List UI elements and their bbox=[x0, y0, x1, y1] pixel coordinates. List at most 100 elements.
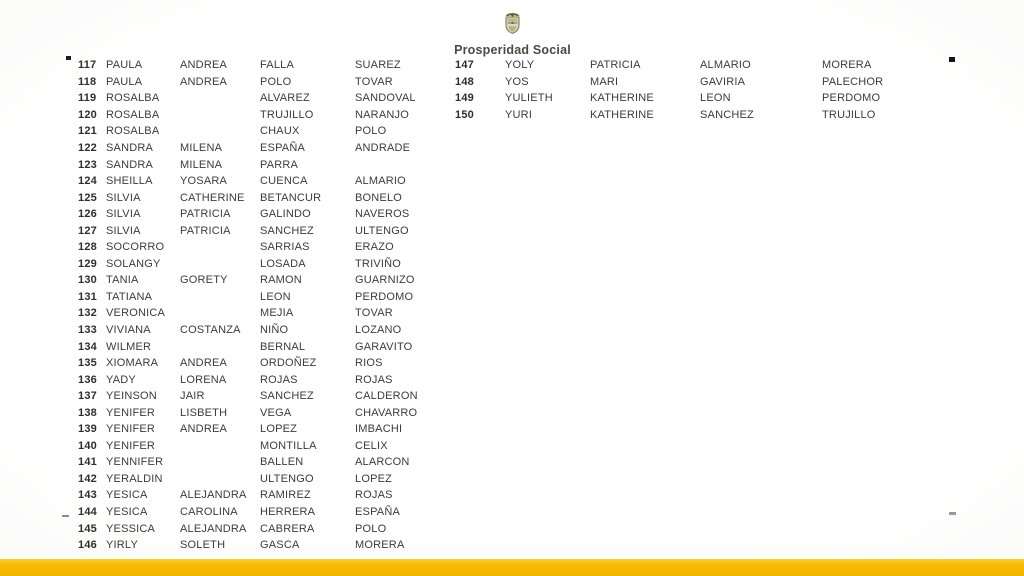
table-row: 144 YESICA CAROLINA HERRERA ESPAÑA bbox=[78, 504, 468, 521]
middle-name: MARI bbox=[590, 75, 619, 88]
logo-title: Prosperidad Social bbox=[454, 43, 571, 57]
first-name: YESSICA bbox=[106, 522, 156, 535]
table-row: 117 PAULA ANDREA FALLA SUAREZ bbox=[78, 57, 468, 74]
row-number: 135 bbox=[78, 357, 97, 370]
row-number: 125 bbox=[78, 191, 97, 204]
surname-2: NAVEROS bbox=[355, 208, 410, 221]
row-number: 145 bbox=[78, 522, 97, 535]
surname-2: SUAREZ bbox=[355, 59, 401, 72]
first-name: VIVIANA bbox=[106, 324, 151, 337]
middle-name: CATHERINE bbox=[180, 191, 245, 204]
surname-1: TRUJILLO bbox=[260, 108, 314, 121]
surname-2: CALDERON bbox=[355, 390, 418, 403]
row-number: 147 bbox=[455, 59, 474, 72]
middle-name: MILENA bbox=[180, 142, 223, 154]
middle-name: LISBETH bbox=[180, 406, 228, 419]
middle-name: LORENA bbox=[180, 373, 227, 386]
surname-1: BALLEN bbox=[260, 456, 304, 469]
first-name: TATIANA bbox=[106, 290, 153, 303]
surname-1: CHAUX bbox=[260, 125, 300, 138]
surname-1: ORDOÑEZ bbox=[260, 357, 317, 370]
surname-2: POLO bbox=[355, 125, 387, 138]
first-name: SILVIA bbox=[106, 208, 141, 221]
first-name: YESICA bbox=[106, 489, 148, 502]
first-name: SILVIA bbox=[106, 191, 141, 204]
surname-1: ALVAREZ bbox=[260, 92, 310, 105]
surname-2: LOPEZ bbox=[355, 472, 393, 485]
middle-name: ALEJANDRA bbox=[180, 489, 247, 502]
surname-1: CABRERA bbox=[260, 522, 315, 535]
surname-2: ANDRADE bbox=[355, 142, 411, 154]
surname-1: LOSADA bbox=[260, 257, 306, 270]
table-row: 150 YURI KATHERINE SANCHEZ TRUJILLO bbox=[455, 107, 925, 124]
surname-1: RAMON bbox=[260, 274, 302, 287]
surname-1: SANCHEZ bbox=[260, 224, 314, 237]
table-row: 131 TATIANA LEON PERDOMO bbox=[78, 289, 468, 306]
table-row: 135 XIOMARA ANDREA ORDOÑEZ RIOS bbox=[78, 355, 468, 372]
row-number: 126 bbox=[78, 208, 97, 221]
first-name: SANDRA bbox=[106, 142, 154, 154]
surname-2: CELIX bbox=[355, 439, 388, 452]
prosperidad-social-logo: Prosperidad Social bbox=[440, 12, 585, 57]
surname-1: GALINDO bbox=[260, 208, 311, 221]
table-row: 140 YENIFER MONTILLA CELIX bbox=[78, 438, 468, 455]
surname-1: RAMIREZ bbox=[260, 489, 311, 502]
surname-2: TRUJILLO bbox=[822, 108, 876, 121]
surname-2: MORERA bbox=[355, 539, 405, 552]
surname-1: VEGA bbox=[260, 406, 292, 419]
table-row: 143 YESICA ALEJANDRA RAMIREZ ROJAS bbox=[78, 487, 468, 504]
table-row: 120 ROSALBA TRUJILLO NARANJO bbox=[78, 107, 468, 124]
table-row: 132 VERONICA MEJIA TOVAR bbox=[78, 305, 468, 322]
table-row: 123 SANDRA MILENA PARRA bbox=[78, 156, 468, 173]
surname-2: ALARCON bbox=[355, 456, 410, 469]
row-number: 141 bbox=[78, 456, 97, 469]
surname-1: ESPAÑA bbox=[260, 142, 306, 154]
surname-2: LOZANO bbox=[355, 324, 402, 337]
middle-name: JAIR bbox=[180, 390, 205, 403]
row-number: 143 bbox=[78, 489, 97, 502]
surname-1: NIÑO bbox=[260, 324, 289, 337]
first-name: VERONICA bbox=[106, 307, 166, 320]
row-number: 146 bbox=[78, 539, 97, 552]
middle-name: ANDREA bbox=[180, 59, 228, 72]
row-number: 142 bbox=[78, 472, 97, 485]
row-number: 133 bbox=[78, 324, 97, 337]
middle-name: CAROLINA bbox=[180, 506, 238, 519]
middle-name: PATRICIA bbox=[590, 59, 641, 72]
first-name: PAULA bbox=[106, 59, 143, 72]
table-row: 138 YENIFER LISBETH VEGA CHAVARRO bbox=[78, 404, 468, 421]
surname-1: CUENCA bbox=[260, 175, 308, 188]
first-name: YIRLY bbox=[106, 539, 138, 552]
first-name: YURI bbox=[505, 108, 533, 121]
row-number: 150 bbox=[455, 108, 474, 121]
surname-2: IMBACHI bbox=[355, 423, 403, 436]
first-name: PAULA bbox=[106, 75, 143, 88]
surname-2: GARAVITO bbox=[355, 340, 413, 353]
surname-2: PERDOMO bbox=[355, 290, 414, 303]
surname-1: LEON bbox=[700, 92, 731, 105]
surname-2: ROJAS bbox=[355, 373, 393, 386]
row-number: 134 bbox=[78, 340, 97, 353]
surname-2: RIOS bbox=[355, 357, 383, 370]
surname-2: ESPAÑA bbox=[355, 506, 401, 519]
table-row: 139 YENIFER ANDREA LOPEZ IMBACHI bbox=[78, 421, 468, 438]
beneficiary-list-left: 117 PAULA ANDREA FALLA SUAREZ 118 PAULA ANDREA P… bbox=[78, 57, 468, 553]
row-number: 127 bbox=[78, 224, 97, 237]
first-name: YENIFER bbox=[106, 406, 156, 419]
middle-name: KATHERINE bbox=[590, 92, 654, 105]
middle-name: ALEJANDRA bbox=[180, 522, 247, 535]
surname-1: ULTENGO bbox=[260, 472, 314, 485]
table-row: 149 YULIETH KATHERINE LEON PERDOMO bbox=[455, 90, 925, 107]
surname-2: ALMARIO bbox=[355, 175, 406, 188]
surname-2: ULTENGO bbox=[355, 224, 409, 237]
surname-2: GUARNIZO bbox=[355, 274, 415, 287]
table-row: 145 YESSICA ALEJANDRA CABRERA POLO bbox=[78, 520, 468, 537]
colombia-coat-of-arms-icon bbox=[503, 12, 522, 35]
first-name: SHEILLA bbox=[106, 175, 153, 188]
scan-artifact-dash-bottom-right bbox=[949, 512, 956, 515]
table-row: 128 SOCORRO SARRIAS ERAZO bbox=[78, 239, 468, 256]
first-name: SOLANGY bbox=[106, 257, 161, 270]
row-number: 121 bbox=[78, 125, 97, 138]
first-name: SILVIA bbox=[106, 224, 141, 237]
